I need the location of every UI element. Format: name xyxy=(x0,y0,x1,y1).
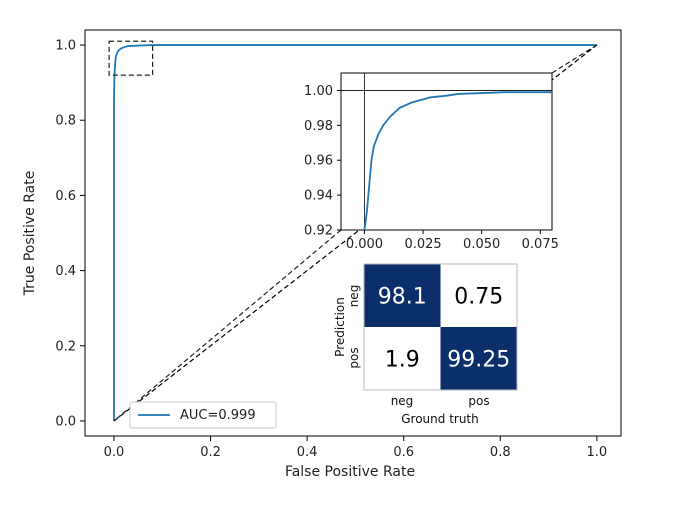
main-y-tick-label: 0.2 xyxy=(55,339,76,354)
cm-cell xyxy=(364,327,441,390)
inset-connector-line xyxy=(551,44,598,74)
cm-y-axis-label: Prediction xyxy=(333,297,347,357)
cm-x-tick-neg: neg xyxy=(391,394,414,408)
main-y-tick-label: 0.8 xyxy=(55,114,76,129)
inset-y-axis: 0.92 0.94 0.96 0.98 1.00 xyxy=(304,84,341,239)
inset-plot: 0.000 0.025 0.050 0.075 0.92 0.94 0.96 0.98 1.0… xyxy=(304,72,559,252)
inset-x-tick-label: 0.050 xyxy=(463,237,500,252)
main-x-tick-label: 0.8 xyxy=(490,445,511,460)
main-plot-frame xyxy=(84,29,622,437)
main-x-tick-label: 1.0 xyxy=(587,445,608,460)
confusion-matrix: 98.1 0.75 1.9 99.25 neg pos Ground truth ne… xyxy=(333,263,518,426)
inset-plot-frame xyxy=(340,72,553,231)
inset-x-tick-label: 0.025 xyxy=(404,237,441,252)
main-y-axis-label: True Positive Rate xyxy=(22,171,38,297)
main-x-axis-label: False Positive Rate xyxy=(285,464,415,480)
cm-cell-value: 0.75 xyxy=(454,285,503,310)
main-x-tick-label: 0.4 xyxy=(297,445,318,460)
legend-box xyxy=(129,401,277,429)
cm-cell-value: 98.1 xyxy=(378,285,427,310)
inset-x-tick-label: 0.075 xyxy=(522,237,559,252)
inset-connector-line xyxy=(113,229,342,422)
inset-y-tick-label: 0.94 xyxy=(304,189,333,204)
inset-y-tick-label: 0.98 xyxy=(304,119,333,134)
cm-x-axis-label: Ground truth xyxy=(401,412,479,426)
main-diagonal-reference-line xyxy=(113,44,598,422)
inset-x-tick-label: 0.000 xyxy=(346,237,383,252)
main-y-tick-label: 1.0 xyxy=(55,39,76,54)
cm-cell xyxy=(364,264,441,327)
cm-cell xyxy=(440,264,517,327)
main-roc-curve xyxy=(113,44,597,421)
main-y-tick-label: 0.4 xyxy=(55,264,76,279)
confusion-matrix-border xyxy=(363,263,518,391)
inset-x-axis: 0.000 0.025 0.050 0.075 xyxy=(346,230,559,252)
main-y-tick-label: 0.6 xyxy=(55,189,76,204)
inset-y-tick-label: 0.92 xyxy=(304,224,333,239)
inset-y-tick-label: 1.00 xyxy=(304,84,333,99)
inset-reference-lines xyxy=(341,73,552,230)
inset-y-tick-label: 0.96 xyxy=(304,154,333,169)
cm-x-tick-pos: pos xyxy=(468,394,489,408)
main-y-axis: 0.0 0.2 0.4 0.6 0.8 1.0 xyxy=(55,39,85,429)
cm-y-tick-neg: neg xyxy=(347,285,361,308)
zoom-region-box xyxy=(108,40,154,76)
legend: AUC=0.999 xyxy=(129,401,277,429)
main-x-tick-label: 0.0 xyxy=(104,445,125,460)
main-y-tick-label: 0.0 xyxy=(55,414,76,429)
inset-roc-curve xyxy=(363,91,552,231)
main-x-axis: 0.0 0.2 0.4 0.6 0.8 1.0 xyxy=(104,436,608,460)
cm-cell-value: 1.9 xyxy=(385,348,420,373)
legend-label: AUC=0.999 xyxy=(180,408,256,423)
cm-y-tick-pos: pos xyxy=(347,347,361,368)
cm-cell-value: 99.25 xyxy=(447,348,510,373)
cm-cell xyxy=(440,327,517,390)
main-x-tick-label: 0.2 xyxy=(200,445,221,460)
main-x-tick-label: 0.6 xyxy=(393,445,414,460)
main-series-group xyxy=(113,44,598,422)
inset-series-group xyxy=(363,91,552,231)
